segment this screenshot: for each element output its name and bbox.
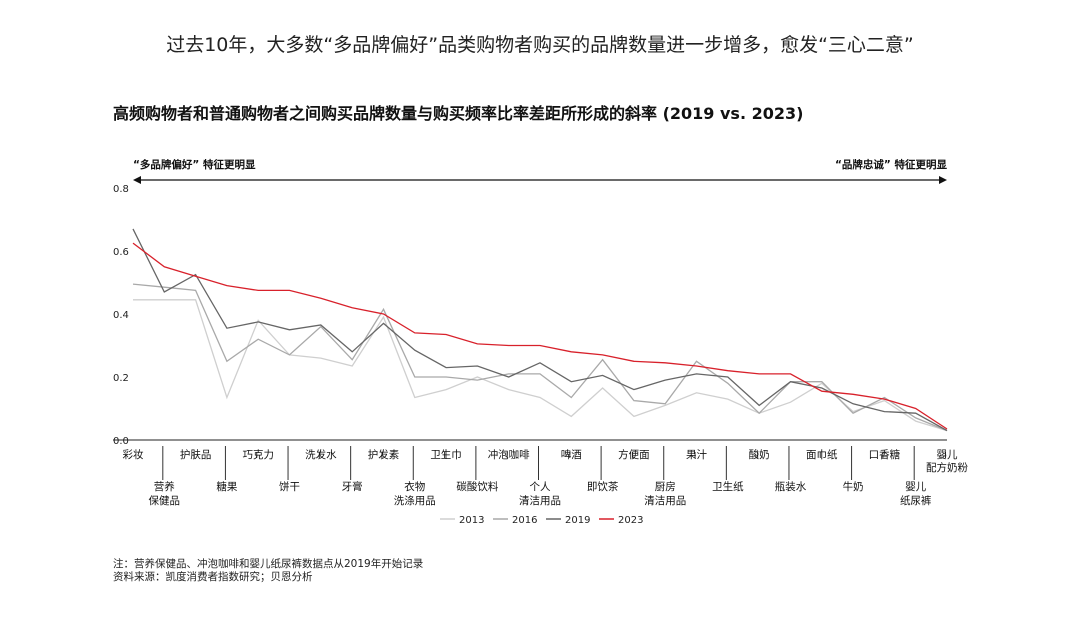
category-label: 清洁用品 (644, 494, 686, 507)
category-label: 护发素 (368, 448, 400, 461)
category-label: 洗涤用品 (394, 494, 436, 507)
category-label: 饼干 (279, 480, 300, 493)
category-label: 即饮茶 (587, 480, 619, 493)
category-label: 牛奶 (843, 480, 864, 493)
category-label: 卫生纸 (712, 480, 744, 493)
arrow-left-head (133, 176, 141, 184)
legend-label-2019: 2019 (565, 515, 590, 526)
category-label: 瓶装水 (775, 480, 807, 493)
y-tick-label: 0.0 (113, 436, 129, 447)
category-label: 厨房 (655, 480, 676, 493)
y-tick-label: 0.2 (113, 373, 129, 384)
legend-label-2023: 2023 (618, 515, 643, 526)
right-annotation: “品牌忠诚” 特征更明显 (835, 158, 947, 171)
category-label: 冲泡咖啡 (488, 448, 530, 461)
legend-label-2016: 2016 (512, 515, 537, 526)
category-label: 护肤品 (180, 448, 212, 461)
y-tick-label: 0.4 (113, 310, 129, 321)
category-label: 衣物 (404, 480, 425, 493)
arrow-right-head (939, 176, 947, 184)
series-line-2013 (133, 299, 948, 432)
category-label: 卫生巾 (430, 448, 462, 461)
series-line-2023 (132, 242, 948, 430)
category-label: 清洁用品 (519, 494, 561, 507)
series-line-2019 (132, 228, 948, 432)
category-label: 彩妆 (123, 448, 144, 461)
category-label: 保健品 (149, 494, 181, 507)
category-label: 面巾纸 (806, 448, 838, 461)
category-label: 糖果 (216, 480, 237, 493)
category-label: 营养 (154, 480, 175, 493)
legend-label-2013: 2013 (459, 515, 484, 526)
category-label: 婴儿 (905, 481, 926, 493)
category-label: 个人 (530, 481, 551, 493)
y-tick-label: 0.6 (113, 247, 129, 258)
category-label: 婴儿 (937, 449, 958, 461)
category-label: 酸奶 (749, 448, 770, 461)
category-label: 配方奶粉 (926, 461, 968, 474)
y-tick-label: 0.8 (113, 184, 129, 195)
category-label: 洗发水 (305, 448, 337, 461)
source-note: 资料来源：凯度消费者指数研究；贝恩分析 (113, 571, 313, 583)
headline: 过去10年，大多数“多品牌偏好”品类购物者购买的品牌数量进一步增多，愈发“三心二… (166, 34, 914, 56)
category-label: 巧克力 (242, 448, 274, 461)
left-annotation: “多品牌偏好” 特征更明显 (133, 158, 256, 171)
footnote: 注：营养保健品、冲泡咖啡和婴儿纸尿裤数据点从2019年开始记录 (113, 558, 424, 570)
category-label: 方便面 (618, 448, 650, 461)
category-label: 口香糖 (869, 448, 901, 461)
category-label: 果汁 (686, 448, 707, 461)
category-label: 牙膏 (342, 480, 363, 493)
category-label: 啤酒 (561, 448, 582, 461)
chart-title: 高频购物者和普通购物者之间购买品牌数量与购买频率比率差距所形成的斜率 (2019… (113, 104, 804, 123)
category-label: 碳酸饮料 (456, 480, 498, 493)
series-line-2016 (132, 283, 948, 432)
category-label: 纸尿裤 (900, 494, 932, 507)
